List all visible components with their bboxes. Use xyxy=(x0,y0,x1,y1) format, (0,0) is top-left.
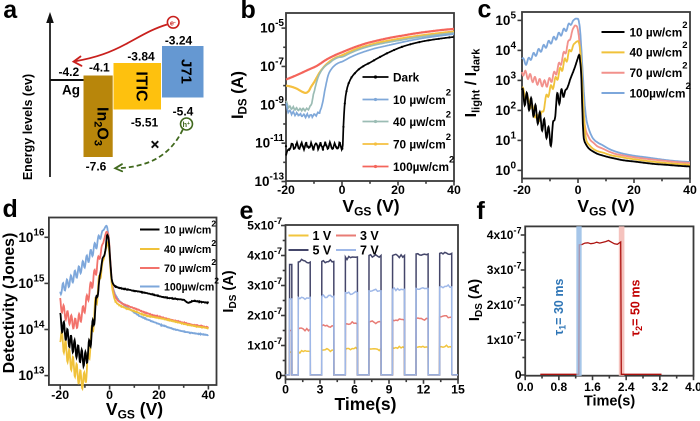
svg-text:Detectivity (Jones): Detectivity (Jones) xyxy=(1,233,18,373)
svg-text:J71: J71 xyxy=(178,59,195,84)
svg-text:-7.6: -7.6 xyxy=(86,160,107,174)
svg-text:-20: -20 xyxy=(277,183,295,197)
svg-text:Time(s): Time(s) xyxy=(335,394,397,414)
svg-text:40 µw/cm2: 40 µw/cm2 xyxy=(393,109,451,129)
svg-text:100µw/cm2: 100µw/cm2 xyxy=(630,81,691,101)
svg-text:-3.84: -3.84 xyxy=(127,49,155,63)
svg-text:τ1= 30 ms: τ1= 30 ms xyxy=(552,279,568,336)
svg-text:70 µw/cm2: 70 µw/cm2 xyxy=(630,61,688,81)
svg-text:2.4: 2.4 xyxy=(618,380,635,394)
svg-text:100µw/cm2: 100µw/cm2 xyxy=(393,154,454,174)
svg-text:0.8: 0.8 xyxy=(551,380,568,394)
svg-text:0: 0 xyxy=(282,382,289,396)
svg-text:0.0: 0.0 xyxy=(517,380,534,394)
svg-text:-5.51: -5.51 xyxy=(131,116,159,130)
svg-text:b: b xyxy=(241,0,256,24)
svg-text:τ2= 50 ms: τ2= 50 ms xyxy=(629,280,645,337)
svg-text:4.0: 4.0 xyxy=(685,380,700,394)
svg-text:-4.1: -4.1 xyxy=(89,61,110,75)
svg-text:9: 9 xyxy=(386,382,393,396)
svg-text:c: c xyxy=(478,0,492,24)
svg-text:f: f xyxy=(477,197,486,225)
svg-text:Dark: Dark xyxy=(393,70,420,84)
svg-text:2x10-7: 2x10-7 xyxy=(247,306,282,323)
svg-text:Ag: Ag xyxy=(62,82,80,97)
svg-text:VGS (V): VGS (V) xyxy=(106,399,163,421)
svg-text:70 µw/cm2: 70 µw/cm2 xyxy=(393,132,451,152)
svg-text:a: a xyxy=(3,0,18,24)
svg-text:40: 40 xyxy=(202,388,216,402)
svg-text:1x10-7: 1x10-7 xyxy=(247,336,282,353)
svg-text:20: 20 xyxy=(152,388,166,402)
svg-text:ITIC: ITIC xyxy=(133,71,150,102)
svg-text:10 µw/cm2: 10 µw/cm2 xyxy=(630,20,688,40)
svg-text:VGS (V): VGS (V) xyxy=(342,196,399,219)
svg-text:20: 20 xyxy=(627,183,641,197)
svg-text:3 V: 3 V xyxy=(360,229,379,243)
svg-text:40 µw/cm2: 40 µw/cm2 xyxy=(630,40,688,60)
svg-text:2x10-7: 2x10-7 xyxy=(487,296,522,313)
svg-text:10 µw/cm2: 10 µw/cm2 xyxy=(393,87,451,107)
svg-text:15: 15 xyxy=(451,382,465,396)
svg-text:3: 3 xyxy=(317,382,324,396)
svg-text:1x10-7: 1x10-7 xyxy=(487,331,522,348)
svg-text:3x10-7: 3x10-7 xyxy=(487,261,522,278)
svg-text:-20: -20 xyxy=(51,388,69,402)
svg-text:e: e xyxy=(240,197,254,225)
svg-text:-3.24: -3.24 xyxy=(165,33,193,47)
svg-text:6: 6 xyxy=(351,382,358,396)
svg-text:-20: -20 xyxy=(513,183,531,197)
svg-text:4x10-7: 4x10-7 xyxy=(487,226,522,243)
svg-text:0: 0 xyxy=(515,368,522,382)
svg-text:0: 0 xyxy=(339,183,346,197)
svg-text:0: 0 xyxy=(275,369,282,383)
svg-text:3x10-7: 3x10-7 xyxy=(247,276,282,293)
svg-text:40: 40 xyxy=(683,183,697,197)
svg-text:7 V: 7 V xyxy=(360,244,379,258)
svg-text:5x10-7: 5x10-7 xyxy=(247,216,282,233)
svg-text:0: 0 xyxy=(106,388,113,402)
svg-text:Time(s): Time(s) xyxy=(584,394,635,410)
svg-text:12: 12 xyxy=(417,382,431,396)
svg-text:VGS (V): VGS (V) xyxy=(577,196,634,219)
svg-text:5 V: 5 V xyxy=(313,244,332,258)
svg-text:40: 40 xyxy=(447,183,461,197)
svg-text:1 V: 1 V xyxy=(313,229,332,243)
svg-text:0: 0 xyxy=(575,183,582,197)
svg-text:4x10-7: 4x10-7 xyxy=(247,246,282,263)
svg-text:-4.2: -4.2 xyxy=(58,65,79,79)
svg-text:d: d xyxy=(3,195,18,223)
svg-text:3.2: 3.2 xyxy=(651,380,668,394)
svg-text:-5.4: -5.4 xyxy=(173,105,194,119)
svg-text:Energy levels (ev): Energy levels (ev) xyxy=(21,74,35,180)
svg-text:20: 20 xyxy=(391,183,405,197)
svg-text:h+: h+ xyxy=(182,120,190,129)
svg-text:e-: e- xyxy=(170,18,176,27)
svg-text:In2O3: In2O3 xyxy=(92,107,111,146)
svg-text:1.6: 1.6 xyxy=(584,380,601,394)
